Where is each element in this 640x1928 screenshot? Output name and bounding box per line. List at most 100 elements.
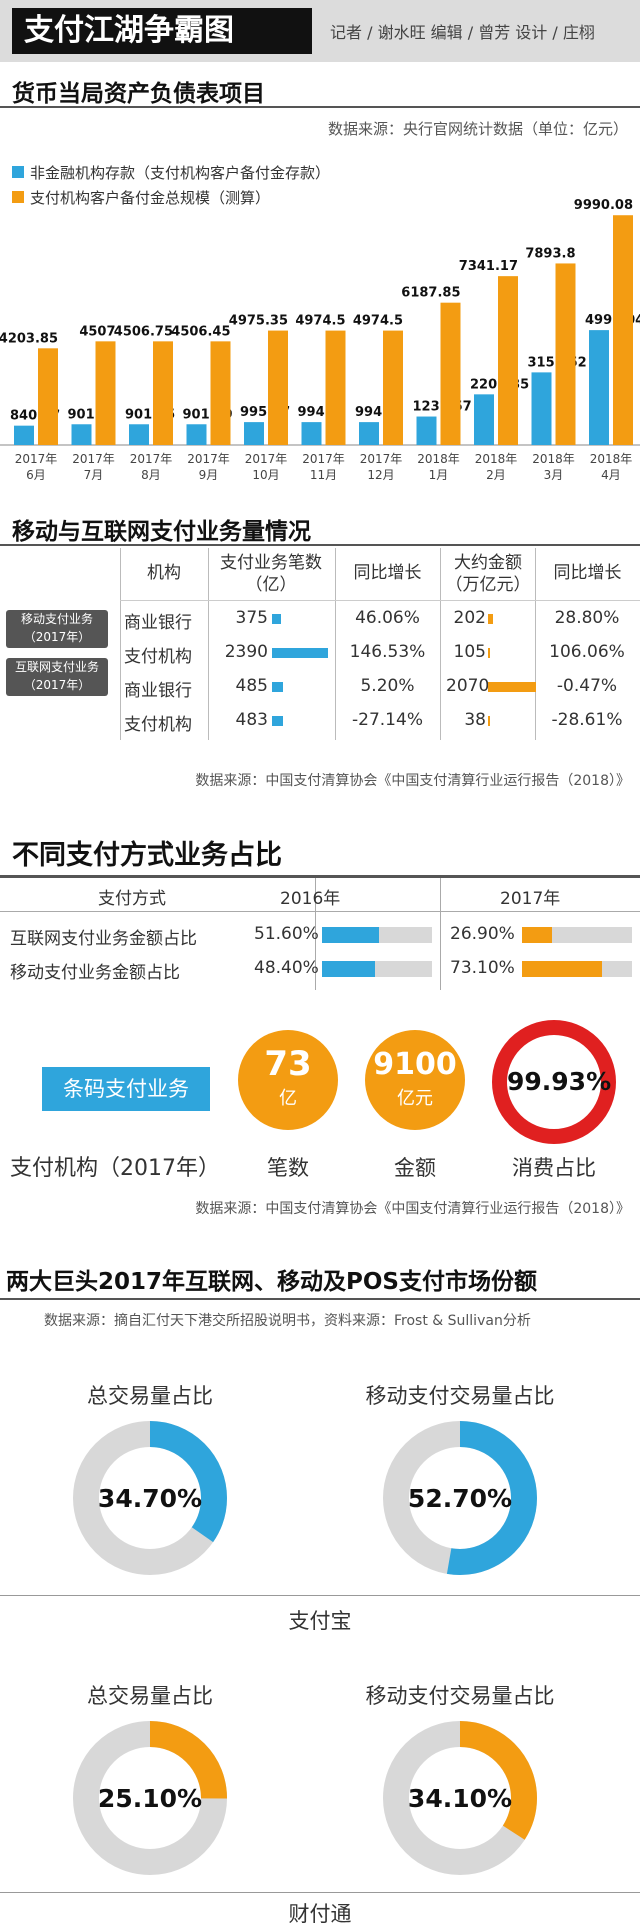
- share-fill-2016: [322, 961, 376, 977]
- donut-segment: [383, 1421, 537, 1575]
- divider: [0, 875, 640, 878]
- tick-label: 8月: [141, 468, 161, 482]
- value-2017: 26.90%: [450, 924, 515, 944]
- donut-segment: [73, 1421, 227, 1575]
- count-bar: [272, 716, 284, 726]
- source-note: 数据来源：摘自汇付天下港交所招股说明书，资料来源：Frost & Sulliva…: [44, 1313, 531, 1329]
- cell-amount-growth: -0.47%: [556, 676, 618, 696]
- tick-label: 2017年: [360, 452, 403, 466]
- bar: [416, 416, 437, 445]
- cell-count: 2390: [224, 642, 268, 662]
- cell-amount-growth: -28.61%: [551, 710, 623, 730]
- payment-share-table: 支付方式 2016年 2017年 互联网支付业务金额占比 51.60% 26.90%…: [0, 878, 640, 990]
- bar: [440, 302, 461, 445]
- cell-count-growth: 5.20%: [360, 676, 415, 696]
- alipay-mobile-title: 移动支付交易量占比: [365, 1384, 555, 1408]
- tick-label: 3月: [544, 468, 564, 482]
- section-title-market-share: 两大巨头2017年互联网、移动及POS支付市场份额: [6, 1269, 537, 1295]
- share-track-2016: [322, 927, 432, 943]
- bar: [14, 425, 34, 445]
- cell-count: 485: [235, 676, 268, 696]
- bar: [268, 330, 288, 445]
- row-label: 互联网支付业务金额占比: [10, 929, 197, 949]
- tick-label: 2018年: [532, 452, 575, 466]
- donut-value: 25.10%: [98, 1784, 202, 1813]
- cell-count-growth: -27.14%: [352, 710, 423, 730]
- cell-count: 375: [235, 608, 268, 628]
- data-label: 4974.5: [353, 314, 403, 329]
- data-label: 4506.45: [171, 324, 230, 339]
- share-track-2017: [522, 961, 632, 977]
- bar: [325, 330, 346, 445]
- cell-amount: 202: [453, 608, 486, 628]
- amount-bar: [488, 614, 493, 624]
- divider: [0, 106, 640, 108]
- bar: [210, 341, 231, 445]
- share-track-2016: [322, 961, 432, 977]
- alipay-mobile-donut: 52.70%: [383, 1421, 537, 1575]
- transaction-amount-circle: 9100 亿元: [365, 1030, 465, 1130]
- source-note: 数据来源：央行官网统计数据（单位：亿元）: [327, 120, 628, 138]
- bar: [153, 341, 173, 445]
- cell-org: 支付机构: [124, 647, 192, 667]
- cell-amount: 2070: [446, 676, 490, 696]
- col-header-2016: 2016年: [280, 889, 341, 909]
- tick-label: 2018年: [590, 452, 633, 466]
- count-bar: [272, 614, 281, 624]
- tick-label: 12月: [367, 468, 394, 482]
- credits: 记者 / 谢水旺 编辑 / 曾芳 设计 / 庄栩: [330, 23, 595, 42]
- bar: [129, 424, 149, 445]
- alipay-total-donut: 34.70%: [73, 1421, 227, 1575]
- tick-label: 2018年: [475, 452, 518, 466]
- col-header-count: 支付业务笔数（亿）: [220, 553, 322, 595]
- legend-swatch-blue: [12, 166, 24, 178]
- count-value: 73: [264, 1044, 312, 1084]
- legend-swatch-orange: [12, 191, 24, 203]
- tick-label: 7月: [84, 468, 104, 482]
- data-label: 4974.5: [295, 314, 345, 329]
- data-label: 7341.17: [459, 259, 518, 274]
- bar: [71, 424, 92, 445]
- cell-amount-growth: 28.80%: [554, 608, 620, 628]
- bar: [531, 372, 552, 445]
- bar: [38, 348, 58, 445]
- amount-bar: [488, 682, 536, 692]
- consumption-caption: 消费占比: [512, 1156, 596, 1180]
- amount-unit: 亿元: [397, 1088, 433, 1109]
- cell-count-growth: 46.06%: [355, 608, 420, 628]
- divider: [0, 1892, 640, 1893]
- section-title-balance-sheet: 货币当局资产负债表项目: [12, 81, 265, 107]
- header-banner: 支付江湖争霸图 记者 / 谢水旺 编辑 / 曾芳 设计 / 庄栩: [0, 0, 640, 62]
- cell-org: 商业银行: [124, 681, 192, 701]
- tick-label: 2017年: [187, 452, 230, 466]
- bar: [474, 394, 494, 445]
- share-fill-2017: [522, 961, 603, 977]
- col-header-count-growth: 同比增长: [353, 563, 422, 583]
- donut-value: 52.70%: [408, 1484, 512, 1513]
- bar: [555, 263, 576, 445]
- bar: [359, 422, 379, 445]
- data-label: 4507: [79, 324, 115, 339]
- tick-label: 2017年: [15, 452, 58, 466]
- amount-value: 9100: [373, 1047, 457, 1082]
- amount-bar: [488, 648, 491, 658]
- value-2017: 73.10%: [450, 958, 515, 978]
- divider: [0, 544, 640, 546]
- donut-segment: [73, 1721, 227, 1875]
- alipay-label: 支付宝: [288, 1609, 352, 1633]
- page-title: 支付江湖争霸图: [12, 8, 312, 54]
- bar: [498, 276, 518, 445]
- data-label: 4975.35: [229, 314, 288, 329]
- consumption-value: 99.93%: [507, 1067, 612, 1096]
- col-header-2017: 2017年: [500, 889, 561, 909]
- tick-label: 2017年: [245, 452, 288, 466]
- tenpay-mobile-donut: 34.10%: [383, 1721, 537, 1875]
- bar: [95, 341, 116, 445]
- bar: [186, 424, 207, 445]
- bar: [383, 330, 403, 445]
- col-header-org: 机构: [147, 563, 181, 583]
- donut-segment: [383, 1721, 537, 1875]
- bar: [589, 330, 609, 445]
- cell-count: 483: [235, 710, 268, 730]
- data-label: 7893.8: [525, 246, 575, 261]
